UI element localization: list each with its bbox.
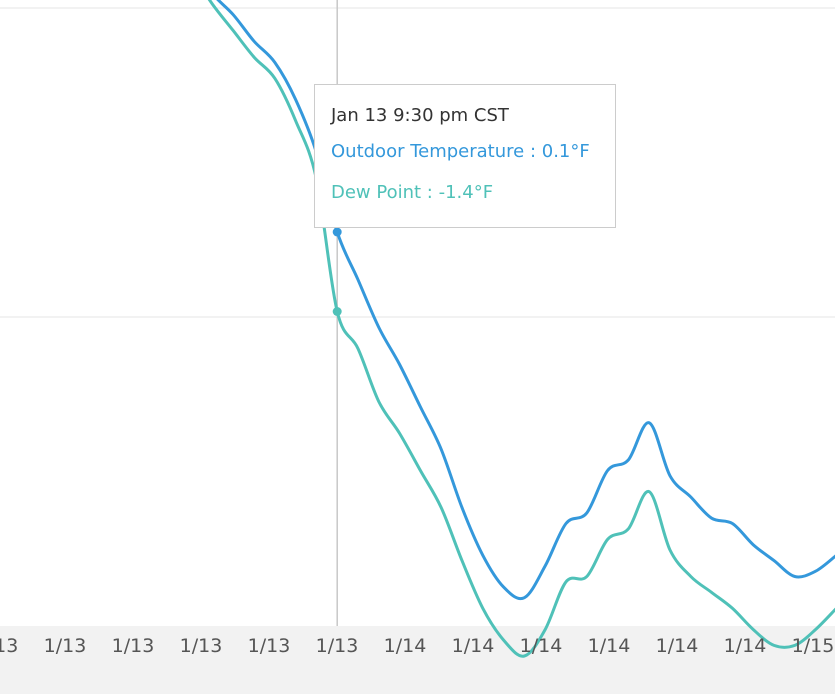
x-tick-label: 1/14: [520, 635, 563, 657]
x-axis-band: [0, 626, 835, 694]
tooltip-dew-point: Dew Point : -1.4°F: [331, 182, 494, 203]
x-tick-label: 1/14: [724, 635, 767, 657]
hover-markers: [332, 227, 342, 316]
gridlines: [0, 7, 835, 318]
x-tick-label: 1/14: [588, 635, 631, 657]
x-tick-label: 1/13: [180, 635, 223, 657]
x-tick-label: 1/13: [316, 635, 359, 657]
x-tick-label: 1/13: [0, 635, 18, 657]
x-tick-label: 1/13: [112, 635, 155, 657]
tooltip: Jan 13 9:30 pm CST Outdoor Temperature :…: [314, 84, 616, 228]
x-tick-label: 1/14: [452, 635, 495, 657]
x-tick-label: 1/13: [44, 635, 87, 657]
x-tick-label: 1/13: [248, 635, 291, 657]
marker-dew-point: [332, 307, 342, 316]
series-lines: [207, 0, 835, 658]
x-axis-ticks: 1/13 1/13 1/13 1/13 1/13 1/13 1/14 1/14 1/14 1/14…: [0, 635, 834, 657]
tooltip-outdoor-temperature: Outdoor Temperature : 0.1°F: [331, 141, 590, 162]
x-tick-label: 1/15: [792, 635, 835, 657]
series-line-outdoor-temperature: [216, 0, 835, 601]
x-tick-label: 1/14: [384, 635, 427, 657]
series-line-dew-point: [207, 0, 835, 658]
marker-outdoor-temperature: [332, 227, 342, 237]
tooltip-title: Jan 13 9:30 pm CST: [331, 105, 509, 126]
x-tick-label: 1/14: [656, 635, 699, 657]
